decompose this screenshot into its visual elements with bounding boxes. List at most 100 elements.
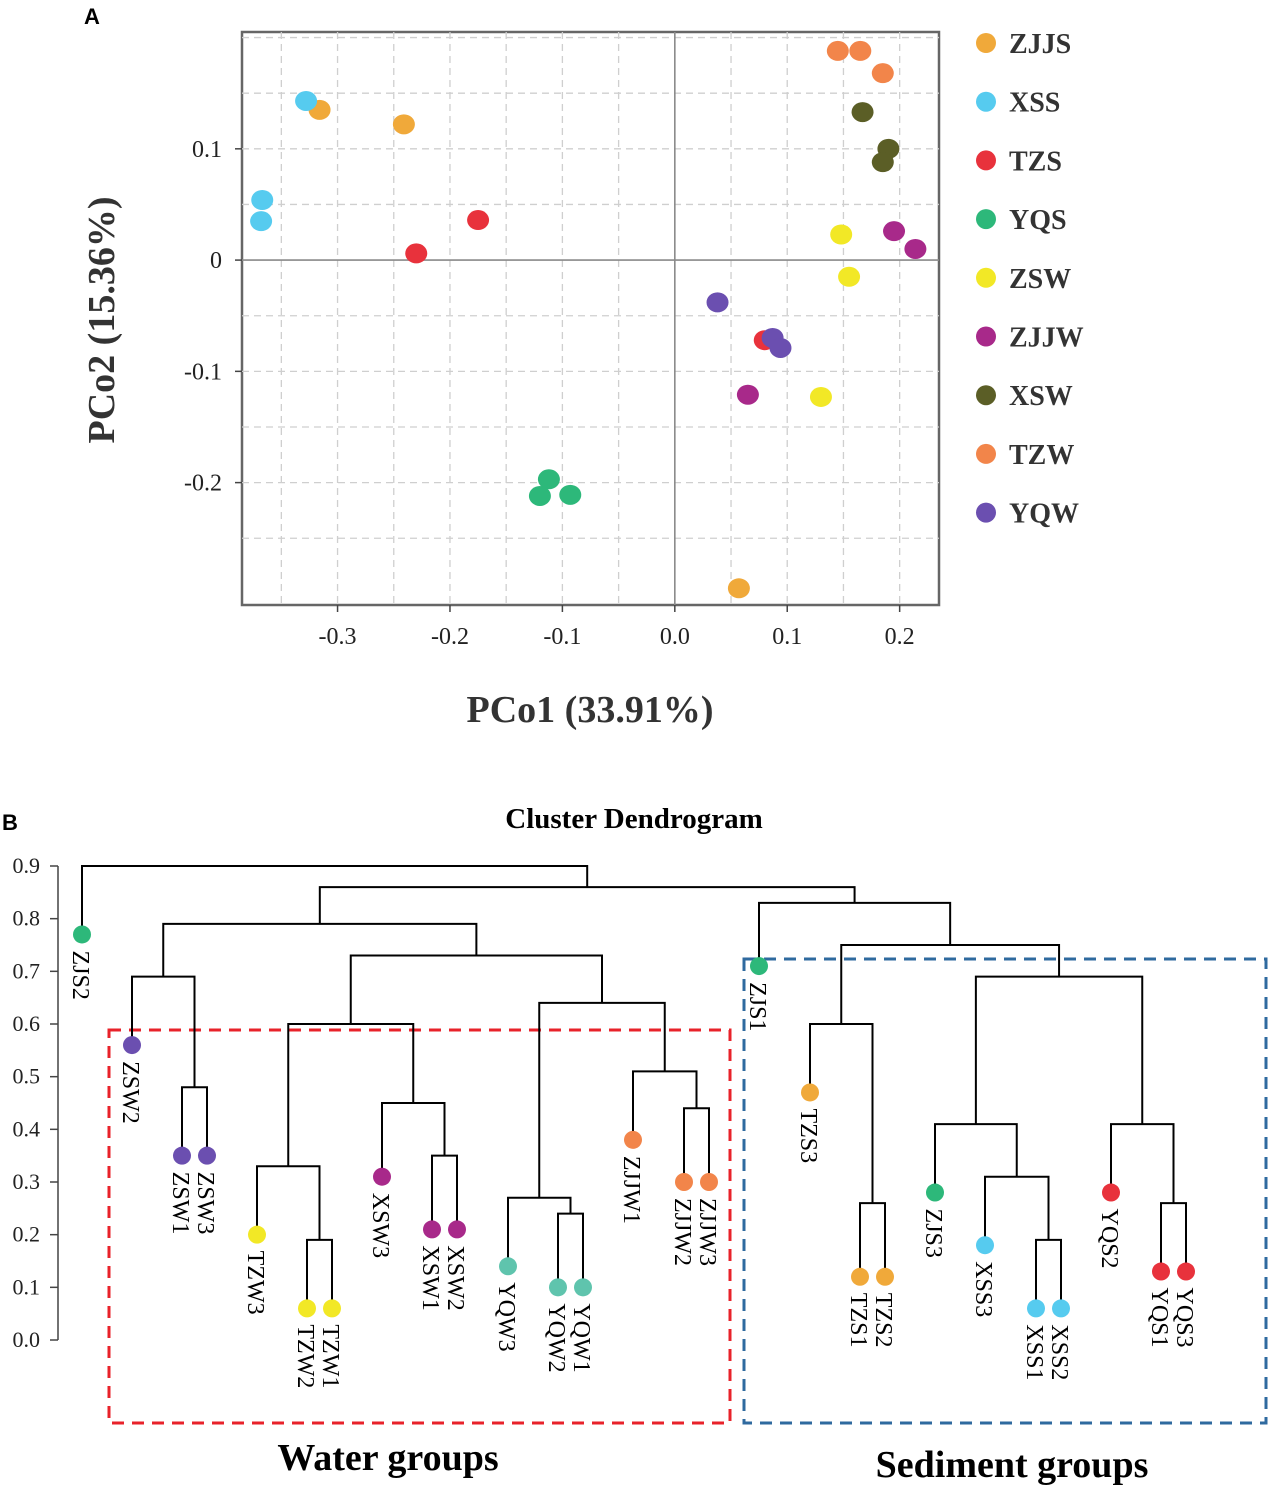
- legend-label-tzw: TZW: [1009, 440, 1074, 471]
- leaf-dot: [574, 1278, 592, 1297]
- point-tzw: [871, 63, 894, 84]
- leaf-dot: [448, 1220, 466, 1239]
- branch-m1: [181, 1086, 208, 1156]
- dendrogram-leaves: ZJS2 ZSW2 ZSW1 ZSW3 TZW3 TZW2 TZW1 XSW3 XSW1 XSW2…: [67, 925, 1197, 1388]
- legend-marker-tzw: [976, 443, 996, 464]
- y-tick-label: -0.2: [184, 471, 222, 497]
- branch-m17: [1035, 1238, 1062, 1309]
- y-tick-label: 0.4: [13, 1116, 41, 1141]
- point-zsw: [838, 266, 861, 287]
- point-tzw: [826, 40, 849, 61]
- leaf-label: TZS3: [795, 1108, 821, 1163]
- leaf-label: XSW3: [367, 1193, 393, 1258]
- legend-marker-xsw: [976, 385, 996, 406]
- branch-m3: [306, 1238, 333, 1309]
- y-tick-label: 0.2: [13, 1222, 41, 1247]
- y-tick-label: 0.5: [13, 1064, 41, 1089]
- leaf-dot: [1177, 1262, 1195, 1281]
- leaf-dot: [1152, 1262, 1170, 1281]
- dendrogram-y-axis: 0.0 0.1 0.2 0.3 0.4 0.5 0.6 0.7 0.8 0.9: [13, 853, 59, 1352]
- branch-m26: [81, 865, 589, 935]
- branch-m12: [538, 1001, 666, 1198]
- x-tick-label: -0.1: [543, 624, 581, 650]
- leaf-dot: [173, 1146, 191, 1165]
- branch-m10: [683, 1107, 710, 1182]
- leaf-dot: [700, 1173, 718, 1191]
- branch-m22: [974, 975, 1144, 1125]
- leaf-label: TZW1: [317, 1324, 343, 1388]
- leaf-dot: [549, 1278, 567, 1297]
- legend-label-yqw: YQW: [1009, 499, 1079, 530]
- leaf-dot: [198, 1146, 216, 1165]
- leaf-dot: [1102, 1183, 1120, 1202]
- y-tick-label: 0.9: [13, 853, 41, 878]
- grid: [242, 32, 939, 605]
- leaf-label: XSW2: [442, 1245, 468, 1310]
- y-tick-label: 0.0: [13, 1327, 41, 1352]
- branch-m5: [431, 1154, 458, 1230]
- x-axis-label: PCo1 (33.91%): [467, 689, 714, 731]
- group-boxes: Water groups Sediment groups: [107, 957, 1268, 1485]
- point-zjjw: [904, 238, 927, 259]
- point-zsw: [809, 386, 832, 407]
- leaf-label: ZSW1: [167, 1172, 193, 1235]
- branch-m18: [984, 1175, 1050, 1246]
- leaf-label: YQS3: [1171, 1288, 1197, 1348]
- leaf-label: YQS1: [1146, 1288, 1172, 1348]
- point-xss: [250, 211, 273, 232]
- point-xsw: [871, 152, 894, 173]
- leaf-label: XSS3: [970, 1261, 996, 1317]
- legend-label-xss: XSS: [1009, 88, 1060, 119]
- branch-m24: [758, 901, 952, 967]
- y-tick-label: 0.8: [13, 906, 41, 931]
- leaf-label: XSS1: [1021, 1324, 1047, 1380]
- point-yqs: [528, 485, 551, 506]
- legend-label-yqs: YQS: [1009, 205, 1067, 236]
- y-tick-label: 0.7: [13, 958, 41, 983]
- point-yqw: [769, 337, 792, 358]
- legend-label-zjjw: ZJJW: [1009, 323, 1084, 354]
- point-yqs: [537, 469, 560, 490]
- y-tick-label: 0.6: [13, 1011, 41, 1036]
- leaf-dot: [423, 1220, 441, 1239]
- legend-label-tzs: TZS: [1009, 146, 1062, 177]
- point-yqs: [559, 484, 582, 505]
- leaf-dot: [624, 1130, 642, 1149]
- y-axis-label: PCo2 (15.36%): [81, 197, 123, 444]
- y-tick-label: 0.3: [13, 1169, 41, 1194]
- branch-m25: [318, 886, 856, 924]
- dendrogram-branches: [81, 865, 1187, 1309]
- branch-m15: [859, 1202, 886, 1277]
- point-xss: [251, 190, 274, 211]
- point-xsw: [851, 102, 874, 123]
- leaf-label: ZJJW1: [618, 1156, 644, 1224]
- axes: -0.3 -0.2 -0.1 0.0 0.1 0.2 -0.2 -0.1 0 0.1: [184, 137, 915, 650]
- leaf-dot: [926, 1183, 944, 1202]
- x-tick-label: -0.2: [431, 624, 469, 650]
- leaf-label: TZW2: [292, 1324, 318, 1388]
- leaf-label: YQW2: [543, 1303, 569, 1372]
- leaf-label: XSW1: [417, 1245, 443, 1310]
- y-tick-label: 0.1: [13, 1274, 41, 1299]
- leaf-dot: [801, 1083, 819, 1102]
- point-zjjw: [883, 221, 906, 242]
- leaf-dot: [851, 1267, 869, 1286]
- group-label: Water groups: [277, 1437, 498, 1479]
- legend-marker-yqw: [976, 502, 996, 523]
- group-label: Sediment groups: [876, 1444, 1149, 1485]
- leaf-dot: [323, 1299, 341, 1318]
- x-tick-label: 0.2: [885, 624, 915, 650]
- branch-m9: [507, 1196, 572, 1267]
- leaf-dot: [373, 1167, 391, 1186]
- dendrogram-title: Cluster Dendrogram: [505, 803, 763, 835]
- leaf-label: YQW3: [493, 1282, 519, 1351]
- leaf-dot: [750, 957, 768, 976]
- legend-marker-tzs: [976, 150, 996, 171]
- branch-m14: [162, 922, 478, 977]
- leaf-label: YQS2: [1096, 1209, 1122, 1269]
- legend-label-xsw: XSW: [1009, 381, 1073, 412]
- leaf-dot: [876, 1267, 894, 1286]
- legend-marker-zjjs: [976, 33, 996, 53]
- leaf-label: ZSW2: [117, 1061, 143, 1124]
- legend-marker-xss: [976, 91, 996, 112]
